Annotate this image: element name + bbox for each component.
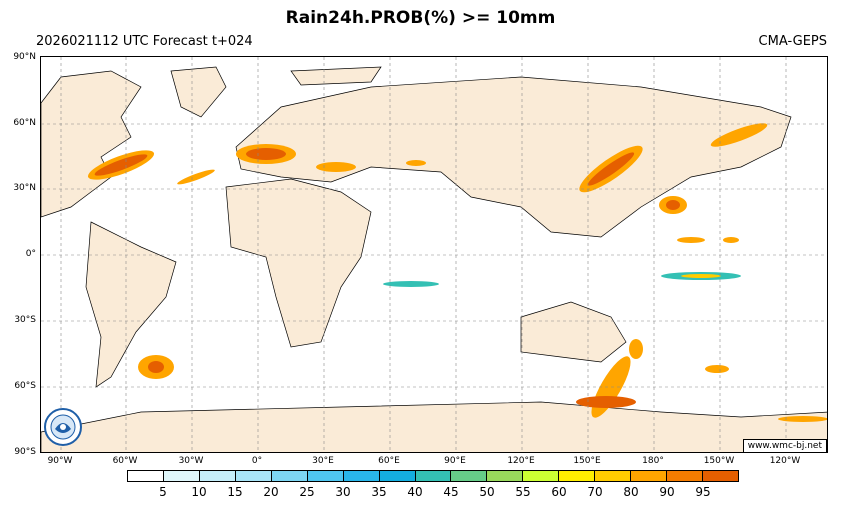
lon-label-30w: 30°W [178, 456, 204, 466]
lat-label-30s: 30°S [14, 315, 36, 325]
colorbar-tick: 5 [159, 485, 167, 499]
colorbar-tick: 95 [695, 485, 711, 499]
lon-label-180: 180° [642, 456, 664, 466]
colorbar-tick: 80 [623, 485, 639, 499]
colorbar-cell [128, 471, 164, 481]
lon-label-150e: 150°E [573, 456, 601, 466]
lon-label-60w: 60°W [112, 456, 138, 466]
colorbar-tick: 90 [659, 485, 675, 499]
forecast-time: 2026021112 UTC Forecast t+024 [36, 34, 253, 49]
land-south-america [85, 221, 177, 388]
colorbar-tick: 30 [335, 485, 351, 499]
lat-label-0: 0° [25, 249, 36, 259]
land-greenland-north [290, 66, 382, 86]
colorbar-tick: 10 [191, 485, 207, 499]
colorbar-cell [343, 471, 380, 481]
model-name: CMA-GEPS [758, 34, 827, 49]
colorbar [127, 470, 739, 482]
map-canvas [41, 57, 827, 452]
lat-label-60n: 60°N [13, 118, 36, 128]
colorbar-tick: 60 [551, 485, 567, 499]
colorbar-cell [487, 471, 524, 481]
lat-label-30n: 30°N [13, 183, 36, 193]
lon-label-0: 0° [251, 456, 263, 466]
colorbar-cell [703, 471, 738, 481]
map-area [40, 56, 828, 453]
colorbar-cell [379, 471, 416, 481]
land-australia [520, 301, 627, 363]
lon-label-90e: 90°E [444, 456, 466, 466]
colorbar-cell [667, 471, 703, 481]
lon-label-60e: 60°E [378, 456, 400, 466]
lat-label-60s: 60°S [14, 381, 36, 391]
land-africa [225, 178, 372, 348]
lat-label-90n: 90°N [13, 52, 36, 62]
colorbar-tick: 40 [407, 485, 423, 499]
colorbar-tick: 50 [479, 485, 495, 499]
lon-label-90w: 90°W [47, 456, 73, 466]
colorbar-tick: 15 [227, 485, 243, 499]
lon-label-30e: 30°E [312, 456, 334, 466]
colorbar-cell [235, 471, 272, 481]
colorbar-cell [595, 471, 632, 481]
colorbar-cell [307, 471, 344, 481]
colorbar-cell [631, 471, 668, 481]
colorbar-cell [199, 471, 236, 481]
map-title: Rain24h.PROB(%) >= 10mm [285, 8, 556, 28]
land-greenland [170, 66, 227, 118]
colorbar-tick: 55 [515, 485, 531, 499]
cma-logo-icon [44, 408, 82, 446]
lon-label-150w: 150°W [703, 456, 735, 466]
colorbar-cell [559, 471, 596, 481]
colorbar-cell [523, 471, 560, 481]
land-europe-asia [235, 76, 792, 238]
colorbar-tick: 70 [587, 485, 603, 499]
colorbar-tick: 20 [263, 485, 279, 499]
colorbar-tick: 45 [443, 485, 459, 499]
land-north-america [41, 70, 142, 218]
colorbar-cell [271, 471, 308, 481]
land-antarctica [41, 401, 827, 452]
lon-label-120e: 120°E [507, 456, 535, 466]
colorbar-cell [451, 471, 488, 481]
source-url: www.wmc-bj.net [742, 439, 827, 453]
colorbar-cell [163, 471, 200, 481]
colorbar-tick: 25 [299, 485, 315, 499]
lon-label-120w: 120°W [769, 456, 801, 466]
colorbar-tick: 35 [371, 485, 387, 499]
colorbar-cell [415, 471, 452, 481]
lat-label-90s: 90°S [14, 447, 36, 457]
